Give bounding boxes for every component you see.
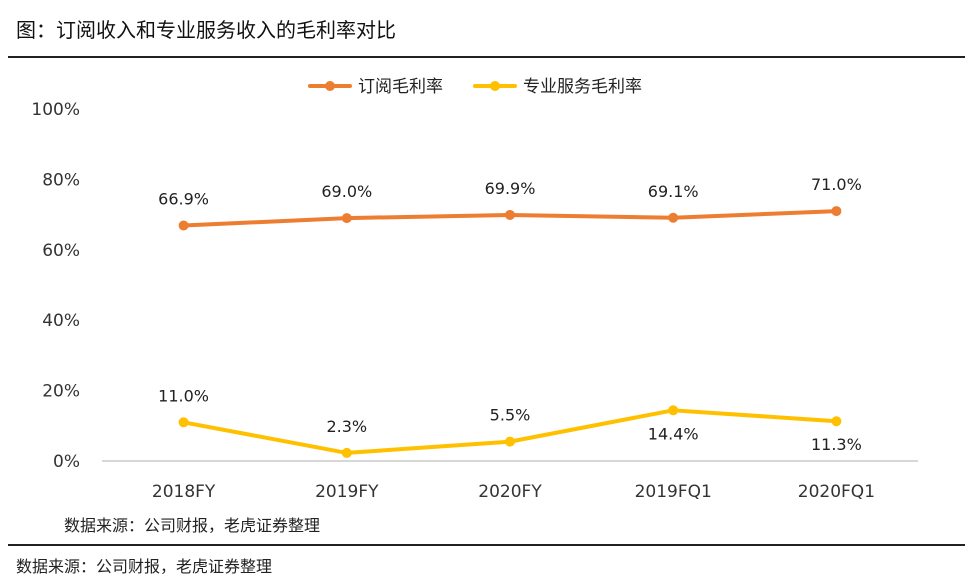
series-1-data-label-2019fy: 69.0%: [321, 182, 372, 201]
y-tick-label-60: 60%: [42, 241, 80, 261]
series-1-data-label-2020fq1: 71.0%: [811, 175, 862, 194]
x-axis: 2018FY 2019FY 2020FY 2019FQ1 2020FQ1: [102, 460, 918, 502]
y-tick-label-40: 40%: [42, 311, 80, 331]
series-layer: 66.9% 69.0% 69.9% 69.1% 71.0% 11.0% 2.3% 5.5% 14…: [158, 175, 862, 458]
chart-source-note: 数据来源：公司财报，老虎证券整理: [64, 516, 321, 535]
y-tick-label-20: 20%: [42, 382, 80, 402]
legend-label-2: 专业服务毛利率: [523, 77, 642, 97]
top-rule: [8, 56, 965, 58]
series-2-data-label-2019fq1: 14.4%: [648, 424, 699, 443]
series-2-data-label-2020fq1: 11.3%: [811, 435, 862, 454]
series-1-point-2019fq1: [668, 212, 679, 223]
legend: 订阅毛利率 专业服务毛利率: [308, 77, 642, 97]
y-tick-label-0: 0%: [53, 452, 80, 472]
series-2-data-label-2020fy: 5.5%: [490, 406, 531, 425]
series-1-point-2019fy: [341, 213, 352, 224]
series-1-point-2018fy: [178, 220, 189, 231]
series-1-point-2020fy: [505, 209, 515, 220]
series-1: 66.9% 69.0% 69.9% 69.1% 71.0%: [158, 175, 862, 231]
series-2-point-2018fy: [178, 417, 189, 428]
y-tick-label-80: 80%: [42, 170, 80, 190]
series-2-data-label-2018fy: 11.0%: [158, 386, 209, 405]
x-tick-label-2020fq1: 2020FQ1: [798, 482, 875, 502]
x-tick-label-2019fy: 2019FY: [315, 482, 379, 502]
series-2-point-2019fq1: [668, 405, 679, 416]
series-1-data-label-2020fy: 69.9%: [485, 179, 536, 198]
series-1-data-label-2019fq1: 69.1%: [648, 182, 699, 201]
legend-label-1: 订阅毛利率: [358, 77, 443, 97]
y-axis: 0% 20% 40% 60% 80% 100%: [31, 100, 80, 472]
x-tick-label-2019fq1: 2019FQ1: [635, 482, 712, 502]
series-2: 11.0% 2.3% 5.5% 14.4% 11.3%: [158, 386, 862, 458]
series-2-point-2020fq1: [831, 416, 842, 427]
x-tick-label-2020fy: 2020FY: [478, 482, 542, 502]
line-chart: 订阅毛利率 专业服务毛利率 0%20%40%60%80%100% 2018FY 20…: [31, 77, 918, 502]
series-2-point-2020fy: [505, 436, 515, 447]
legend-swatch-marker-2: [490, 81, 500, 91]
y-tick-label-100: 100%: [31, 100, 80, 120]
series-1-point-2020fq1: [831, 206, 842, 217]
bottom-rule: [8, 544, 965, 546]
legend-swatch-marker-1: [325, 81, 335, 91]
figure-source-note: 数据来源：公司财报，老虎证券整理: [16, 557, 273, 576]
series-2-point-2019fy: [341, 447, 352, 458]
series-2-data-label-2019fy: 2.3%: [326, 417, 367, 436]
series-1-data-label-2018fy: 66.9%: [158, 190, 209, 209]
figure-title: 图：订阅收入和专业服务收入的毛利率对比: [16, 18, 396, 42]
x-tick-label-2018fy: 2018FY: [152, 482, 216, 502]
